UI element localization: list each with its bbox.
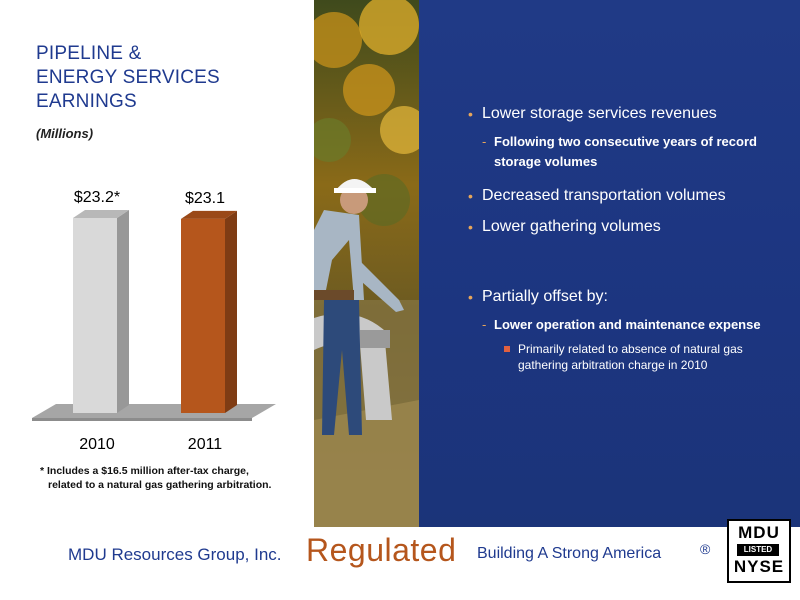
bullet-decreased-transportation: • Decreased transportation volumes: [464, 186, 794, 206]
sub-sub-bullet-arbitration: Primarily related to absence of natural …: [464, 341, 788, 373]
bullet-decreased-transportation-text: Decreased transportation volumes: [482, 187, 726, 204]
bar-top-2010: [73, 210, 129, 218]
x-tick-label-2011: 2011: [188, 436, 223, 453]
footer: MDU Resources Group, Inc. Regulated Buil…: [0, 527, 800, 600]
right-panel: • Lower storage services revenues - Foll…: [419, 0, 800, 527]
logo-listed-text: LISTED: [737, 544, 779, 556]
bullet-dash-icon: -: [482, 134, 487, 149]
chart-title-line-3: EARNINGS: [36, 91, 137, 112]
bar-side-2011: [225, 210, 237, 413]
chart-footnote: * Includes a $16.5 million after-tax cha…: [40, 464, 271, 492]
footnote-line-2: related to a natural gas gathering arbit…: [48, 479, 272, 491]
registered-mark: ®: [700, 541, 711, 557]
bar-value-label-2011: $23.1: [185, 190, 225, 207]
chart-title-line-2: ENERGY SERVICES: [36, 67, 220, 88]
bar-value-label-2010: $23.2*: [74, 189, 120, 206]
nyse-listed-logo: MDU LISTED NYSE: [727, 519, 791, 583]
chart-title: PIPELINE & ENERGY SERVICES EARNINGS: [36, 42, 220, 114]
bar-top-2011: [181, 210, 237, 219]
company-name: MDU Resources Group, Inc.: [68, 545, 282, 564]
tagline: Building A Strong America: [477, 545, 662, 562]
bar-2010: [73, 218, 117, 413]
chart-title-line-1: PIPELINE &: [36, 43, 142, 64]
chart-floor: [32, 404, 276, 418]
worker-at-valve-image: [314, 0, 419, 527]
bullet-dot-icon: •: [468, 188, 473, 204]
sub-bullet-record-storage: - Following two consecutive years of rec…: [464, 132, 784, 172]
bullet-partially-offset: • Partially offset by:: [464, 287, 794, 307]
chart-floor-edge: [32, 418, 252, 421]
earnings-bar-chart-svg: $23.2* 2010 $23.1 2011: [32, 189, 276, 453]
bullet-dash-icon: -: [482, 317, 487, 332]
segment-label: Regulated: [306, 532, 457, 568]
logo-nyse-text: NYSE: [733, 557, 785, 576]
footnote-line-1: * Includes a $16.5 million after-tax cha…: [40, 465, 249, 477]
bullet-lower-gathering: • Lower gathering volumes: [464, 217, 794, 237]
earnings-bar-chart: $23.2* 2010 $23.1 2011: [20, 178, 290, 468]
bullet-dot-icon: •: [468, 289, 473, 305]
bullet-partially-offset-text: Partially offset by:: [482, 288, 608, 305]
left-panel: PIPELINE & ENERGY SERVICES EARNINGS (Mil…: [0, 0, 314, 527]
sub-sub-bullet-arbitration-text: Primarily related to absence of natural …: [518, 342, 743, 372]
x-tick-label-2010: 2010: [79, 436, 115, 453]
bullet-lower-storage-text: Lower storage services revenues: [482, 105, 717, 122]
bullet-lower-storage: • Lower storage services revenues: [464, 104, 794, 124]
sub-bullet-record-storage-text: Following two consecutive years of recor…: [494, 134, 757, 169]
worker-photo: [314, 0, 419, 527]
sub-bullet-lower-om-text: Lower operation and maintenance expense: [494, 317, 761, 332]
square-bullet-icon: [504, 346, 510, 352]
bar-2011: [181, 218, 225, 413]
bullet-lower-gathering-text: Lower gathering volumes: [482, 218, 661, 235]
logo-mdu-text: MDU: [738, 523, 780, 542]
chart-units: (Millions): [36, 126, 94, 141]
sub-bullet-lower-om: - Lower operation and maintenance expens…: [464, 315, 784, 335]
bullet-list: • Lower storage services revenues - Foll…: [464, 104, 794, 373]
bullet-dot-icon: •: [468, 219, 473, 235]
bar-side-2010: [117, 210, 129, 413]
bullet-dot-icon: •: [468, 106, 473, 122]
